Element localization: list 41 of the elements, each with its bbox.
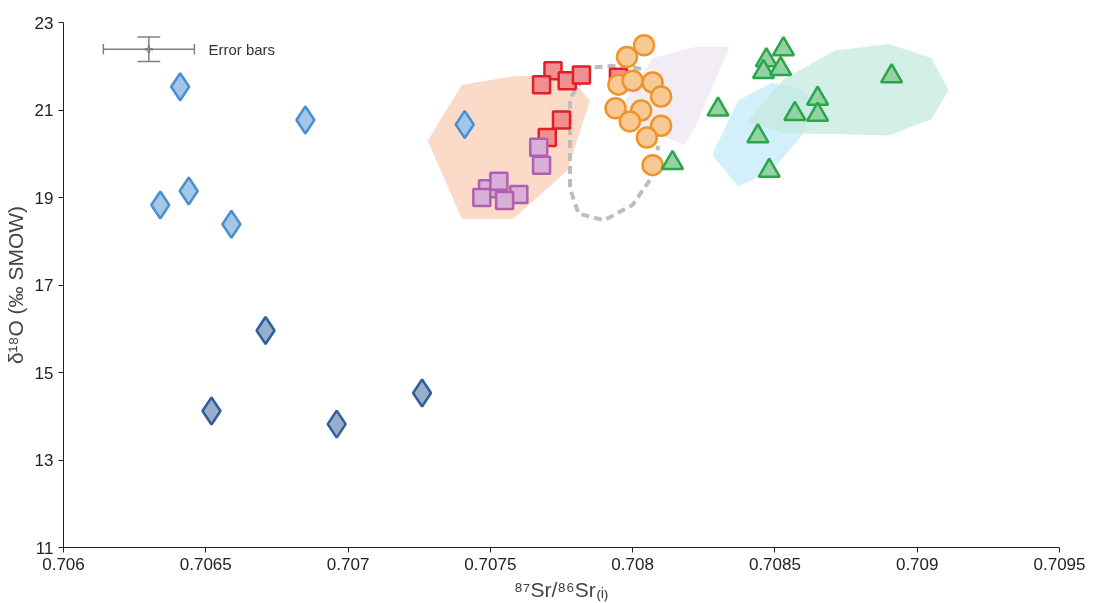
y-tick-label: 15 [34,363,54,383]
y-tick-label: 19 [34,188,54,208]
point [649,114,673,137]
point [551,110,572,130]
point [531,155,552,175]
x-tick-label: 0.709 [895,554,939,574]
x-tick-label: 0.707 [326,554,370,574]
point [178,176,199,206]
point [201,396,222,426]
point [649,85,673,108]
point [494,190,515,211]
point [604,97,627,120]
point [621,69,644,92]
point [531,74,552,95]
x-tick-label: 0.7095 [1033,554,1086,574]
y-tick-label: 17 [34,276,54,295]
point [615,45,639,69]
point [618,110,642,133]
point [472,187,492,208]
point [295,105,316,135]
x-tick-label: 0.7075 [464,554,517,574]
point [411,378,433,408]
point [326,409,347,439]
y-tick-label: 23 [34,13,54,33]
x-tick-label: 0.7085 [748,554,801,574]
point [632,34,656,57]
point [169,72,191,102]
point [528,137,549,157]
annotation: Error bars [208,40,276,58]
y-tick-label: 13 [34,451,54,470]
point [489,171,509,192]
x-tick-label: 0.7065 [179,554,232,574]
point [635,126,659,149]
y-tick-label: 21 [34,101,54,120]
point [150,190,171,220]
x-tick-label: 0.708 [611,554,654,574]
y-axis-title: δ¹⁸O (‰ SMOW) [3,205,27,365]
x-axis-title: ⁸⁷Sr/⁸⁶Sr₍ᵢ₎ [513,577,610,602]
point [641,153,664,177]
point [221,209,242,239]
point [571,65,592,85]
